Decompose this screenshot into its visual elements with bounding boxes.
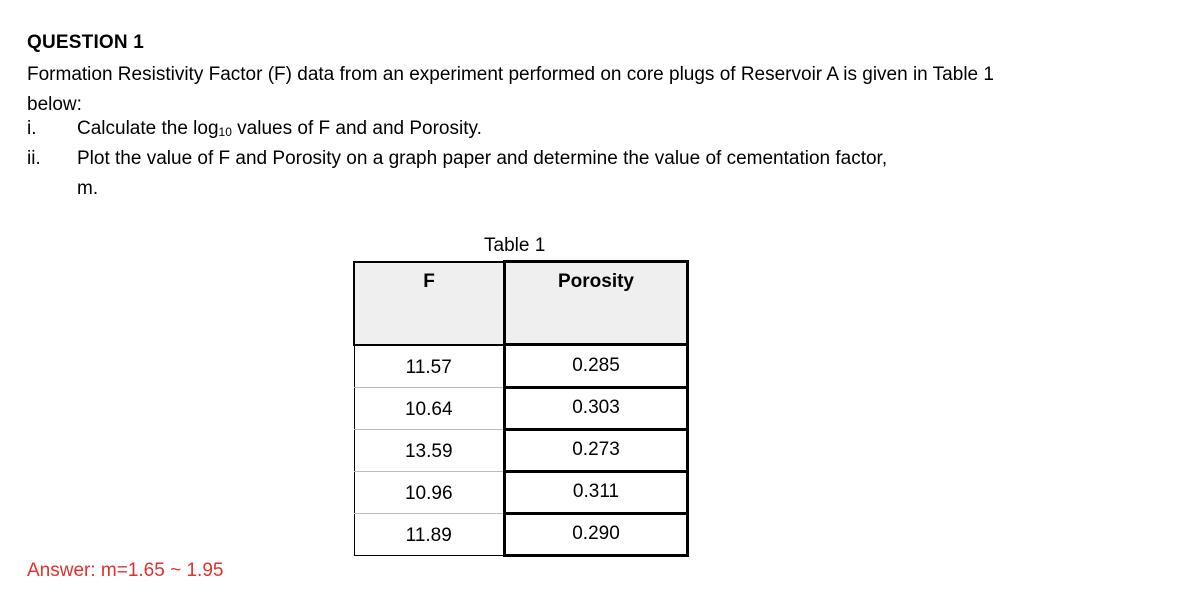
question-intro: Formation Resistivity Factor (F) data fr… [27, 64, 994, 115]
table-row: 10.64 0.303 [353, 385, 689, 431]
cell-f: 10.96 [353, 471, 505, 514]
cell-porosity: 0.290 [503, 511, 689, 557]
list-number: i. [27, 118, 37, 139]
column-header-f: F [353, 260, 506, 346]
question-heading: QUESTION 1 [27, 32, 145, 53]
cell-porosity: 0.303 [503, 385, 689, 431]
table-row: 10.96 0.311 [353, 469, 689, 515]
table-caption: Table 1 [484, 235, 546, 256]
list-text-continuation: m. [77, 178, 99, 199]
list-number: ii. [27, 148, 41, 169]
subscript: 10 [218, 125, 232, 139]
list-text: Calculate the log10 values of F and and … [77, 118, 482, 139]
list-text: Plot the value of F and Porosity on a gr… [77, 148, 888, 169]
cell-porosity: 0.311 [503, 469, 689, 515]
cell-f: 10.64 [353, 387, 505, 430]
cell-f: 11.57 [353, 344, 505, 388]
table-row: 13.59 0.273 [353, 427, 689, 473]
cell-porosity: 0.285 [503, 343, 689, 389]
cell-porosity: 0.273 [503, 427, 689, 473]
answer-text: Answer: m=1.65 ~ 1.95 [27, 560, 224, 581]
cell-f: 11.89 [353, 513, 505, 556]
table-header-row: F Porosity [353, 260, 689, 346]
data-table: F Porosity 11.57 0.285 10.64 0.303 13.59… [353, 260, 689, 557]
table-row: 11.57 0.285 [353, 343, 689, 389]
table-row: 11.89 0.290 [353, 511, 689, 557]
cell-f: 13.59 [353, 429, 505, 472]
column-header-porosity: Porosity [503, 260, 689, 346]
